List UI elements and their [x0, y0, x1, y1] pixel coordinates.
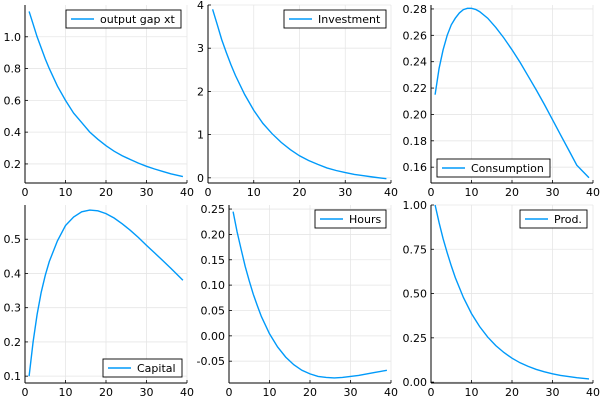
- legend: Prod.: [519, 209, 588, 229]
- x-tick-label: 40: [384, 386, 398, 399]
- series-line-consumption: [434, 7, 590, 179]
- subplot-5: 0 10 20 30 40 -0.05 0.00 0.05 0.10 0.15 0.20 0.25 Ho…: [197, 203, 398, 399]
- legend: Hours: [314, 209, 387, 229]
- y-tick-label: 0.05: [201, 304, 226, 317]
- y-tick-label: 0.26: [403, 29, 428, 42]
- x-tick-label: 10: [465, 386, 479, 399]
- series-line-prod: [434, 204, 590, 380]
- y-tick-label: 0.20: [201, 228, 226, 241]
- x-tick-label: 40: [586, 186, 600, 199]
- legend-box: [283, 9, 387, 29]
- legend-label: Capital: [137, 362, 176, 375]
- series-line-capital: [28, 209, 184, 377]
- x-tick-label: 0: [205, 186, 212, 199]
- y-tick-label: 0.00: [201, 330, 226, 343]
- series-line-output-gap-xt: [28, 11, 184, 178]
- y-tick-label: 0.25: [201, 203, 226, 216]
- legend: output gap xt: [65, 9, 182, 29]
- y-tick-label: 0.28: [403, 3, 428, 16]
- x-tick-label: 10: [465, 186, 479, 199]
- y-tick-label: 0.2: [4, 336, 22, 349]
- legend-label: output gap xt: [100, 13, 175, 26]
- legend-label: Prod.: [554, 213, 582, 226]
- x-tick-label: 30: [140, 386, 154, 399]
- subplot-2: 0 10 20 30 40 0 1 2 3 4 Investment: [197, 0, 398, 199]
- y-tick-label: 0.24: [403, 56, 428, 69]
- x-tick-label: 40: [586, 386, 600, 399]
- y-tick-label: 0.3: [4, 302, 22, 315]
- y-tick-label: 0.20: [403, 108, 428, 121]
- y-tick-label: 0.25: [403, 332, 428, 345]
- legend-box: [436, 158, 551, 178]
- y-tick-label: 0.10: [201, 279, 226, 292]
- legend-box: [519, 209, 588, 229]
- x-tick-label: 10: [247, 186, 261, 199]
- y-tick-label: 0.22: [403, 82, 428, 95]
- y-tick-label: 0.00: [403, 376, 428, 389]
- subplot-1: 0 10 20 30 40 0.2 0.4 0.6 0.8 1.0 output gap xt: [4, 5, 194, 199]
- legend: Capital: [102, 358, 183, 378]
- legend-box: [65, 9, 182, 29]
- y-tick-label: 0.4: [4, 267, 22, 280]
- y-tick-label: 0.1: [4, 370, 22, 383]
- legend-box: [102, 358, 183, 378]
- x-tick-label: 20: [505, 386, 519, 399]
- series-line-investment: [211, 9, 387, 180]
- legend-label: Investment: [318, 13, 381, 26]
- x-tick-label: 30: [546, 186, 560, 199]
- legend-label: Consumption: [471, 162, 544, 175]
- y-tick-label: -0.05: [197, 355, 225, 368]
- y-tick-label: 4: [197, 0, 204, 12]
- x-tick-label: 20: [99, 186, 113, 199]
- x-tick-label: 20: [303, 386, 317, 399]
- subplot-3: 0 10 20 30 40 0.16 0.18 0.20 0.22 0.24 0.26 0.28 Con…: [403, 3, 600, 199]
- x-tick-label: 30: [338, 186, 352, 199]
- x-tick-label: 40: [384, 186, 398, 199]
- legend: Consumption: [436, 158, 551, 178]
- y-tick-label: 0.8: [4, 63, 22, 76]
- x-tick-label: 0: [226, 386, 233, 399]
- x-tick-label: 0: [22, 386, 29, 399]
- x-tick-label: 40: [180, 386, 194, 399]
- y-tick-label: 0.4: [4, 126, 22, 139]
- y-tick-label: 0.2: [4, 158, 22, 171]
- y-tick-label: 0.75: [403, 243, 428, 256]
- y-tick-label: 1.00: [403, 199, 428, 212]
- legend: Investment: [283, 9, 387, 29]
- y-tick-label: 0.15: [201, 254, 226, 267]
- x-tick-label: 40: [180, 186, 194, 199]
- y-tick-label: 0.50: [403, 288, 428, 301]
- x-tick-label: 30: [140, 186, 154, 199]
- y-tick-label: 0.18: [403, 135, 428, 148]
- y-tick-label: 0.16: [403, 161, 428, 174]
- y-tick-label: 2: [197, 85, 204, 98]
- subplot-4: 0 10 20 30 40 0.1 0.2 0.3 0.4 0.5 Capital: [4, 205, 194, 399]
- y-tick-label: 3: [197, 42, 204, 55]
- x-tick-label: 0: [428, 386, 435, 399]
- x-tick-label: 0: [22, 186, 29, 199]
- series-line-hours: [232, 211, 388, 379]
- y-tick-label: 0.6: [4, 94, 22, 107]
- x-tick-label: 10: [59, 386, 73, 399]
- x-tick-label: 20: [505, 186, 519, 199]
- y-tick-label: 1: [197, 129, 204, 142]
- x-tick-label: 30: [546, 386, 560, 399]
- subplot-6: 0 10 20 30 40 0.00 0.25 0.50 0.75 1.00 Prod.: [403, 199, 600, 399]
- x-tick-label: 10: [263, 386, 277, 399]
- x-tick-label: 20: [99, 386, 113, 399]
- x-tick-label: 0: [428, 186, 435, 199]
- x-tick-label: 10: [59, 186, 73, 199]
- legend-box: [314, 209, 387, 229]
- y-tick-label: 0.5: [4, 233, 22, 246]
- y-tick-label: 1.0: [4, 31, 22, 44]
- x-tick-label: 20: [293, 186, 307, 199]
- x-tick-label: 30: [344, 386, 358, 399]
- legend-label: Hours: [349, 213, 381, 226]
- y-tick-label: 0: [197, 172, 204, 185]
